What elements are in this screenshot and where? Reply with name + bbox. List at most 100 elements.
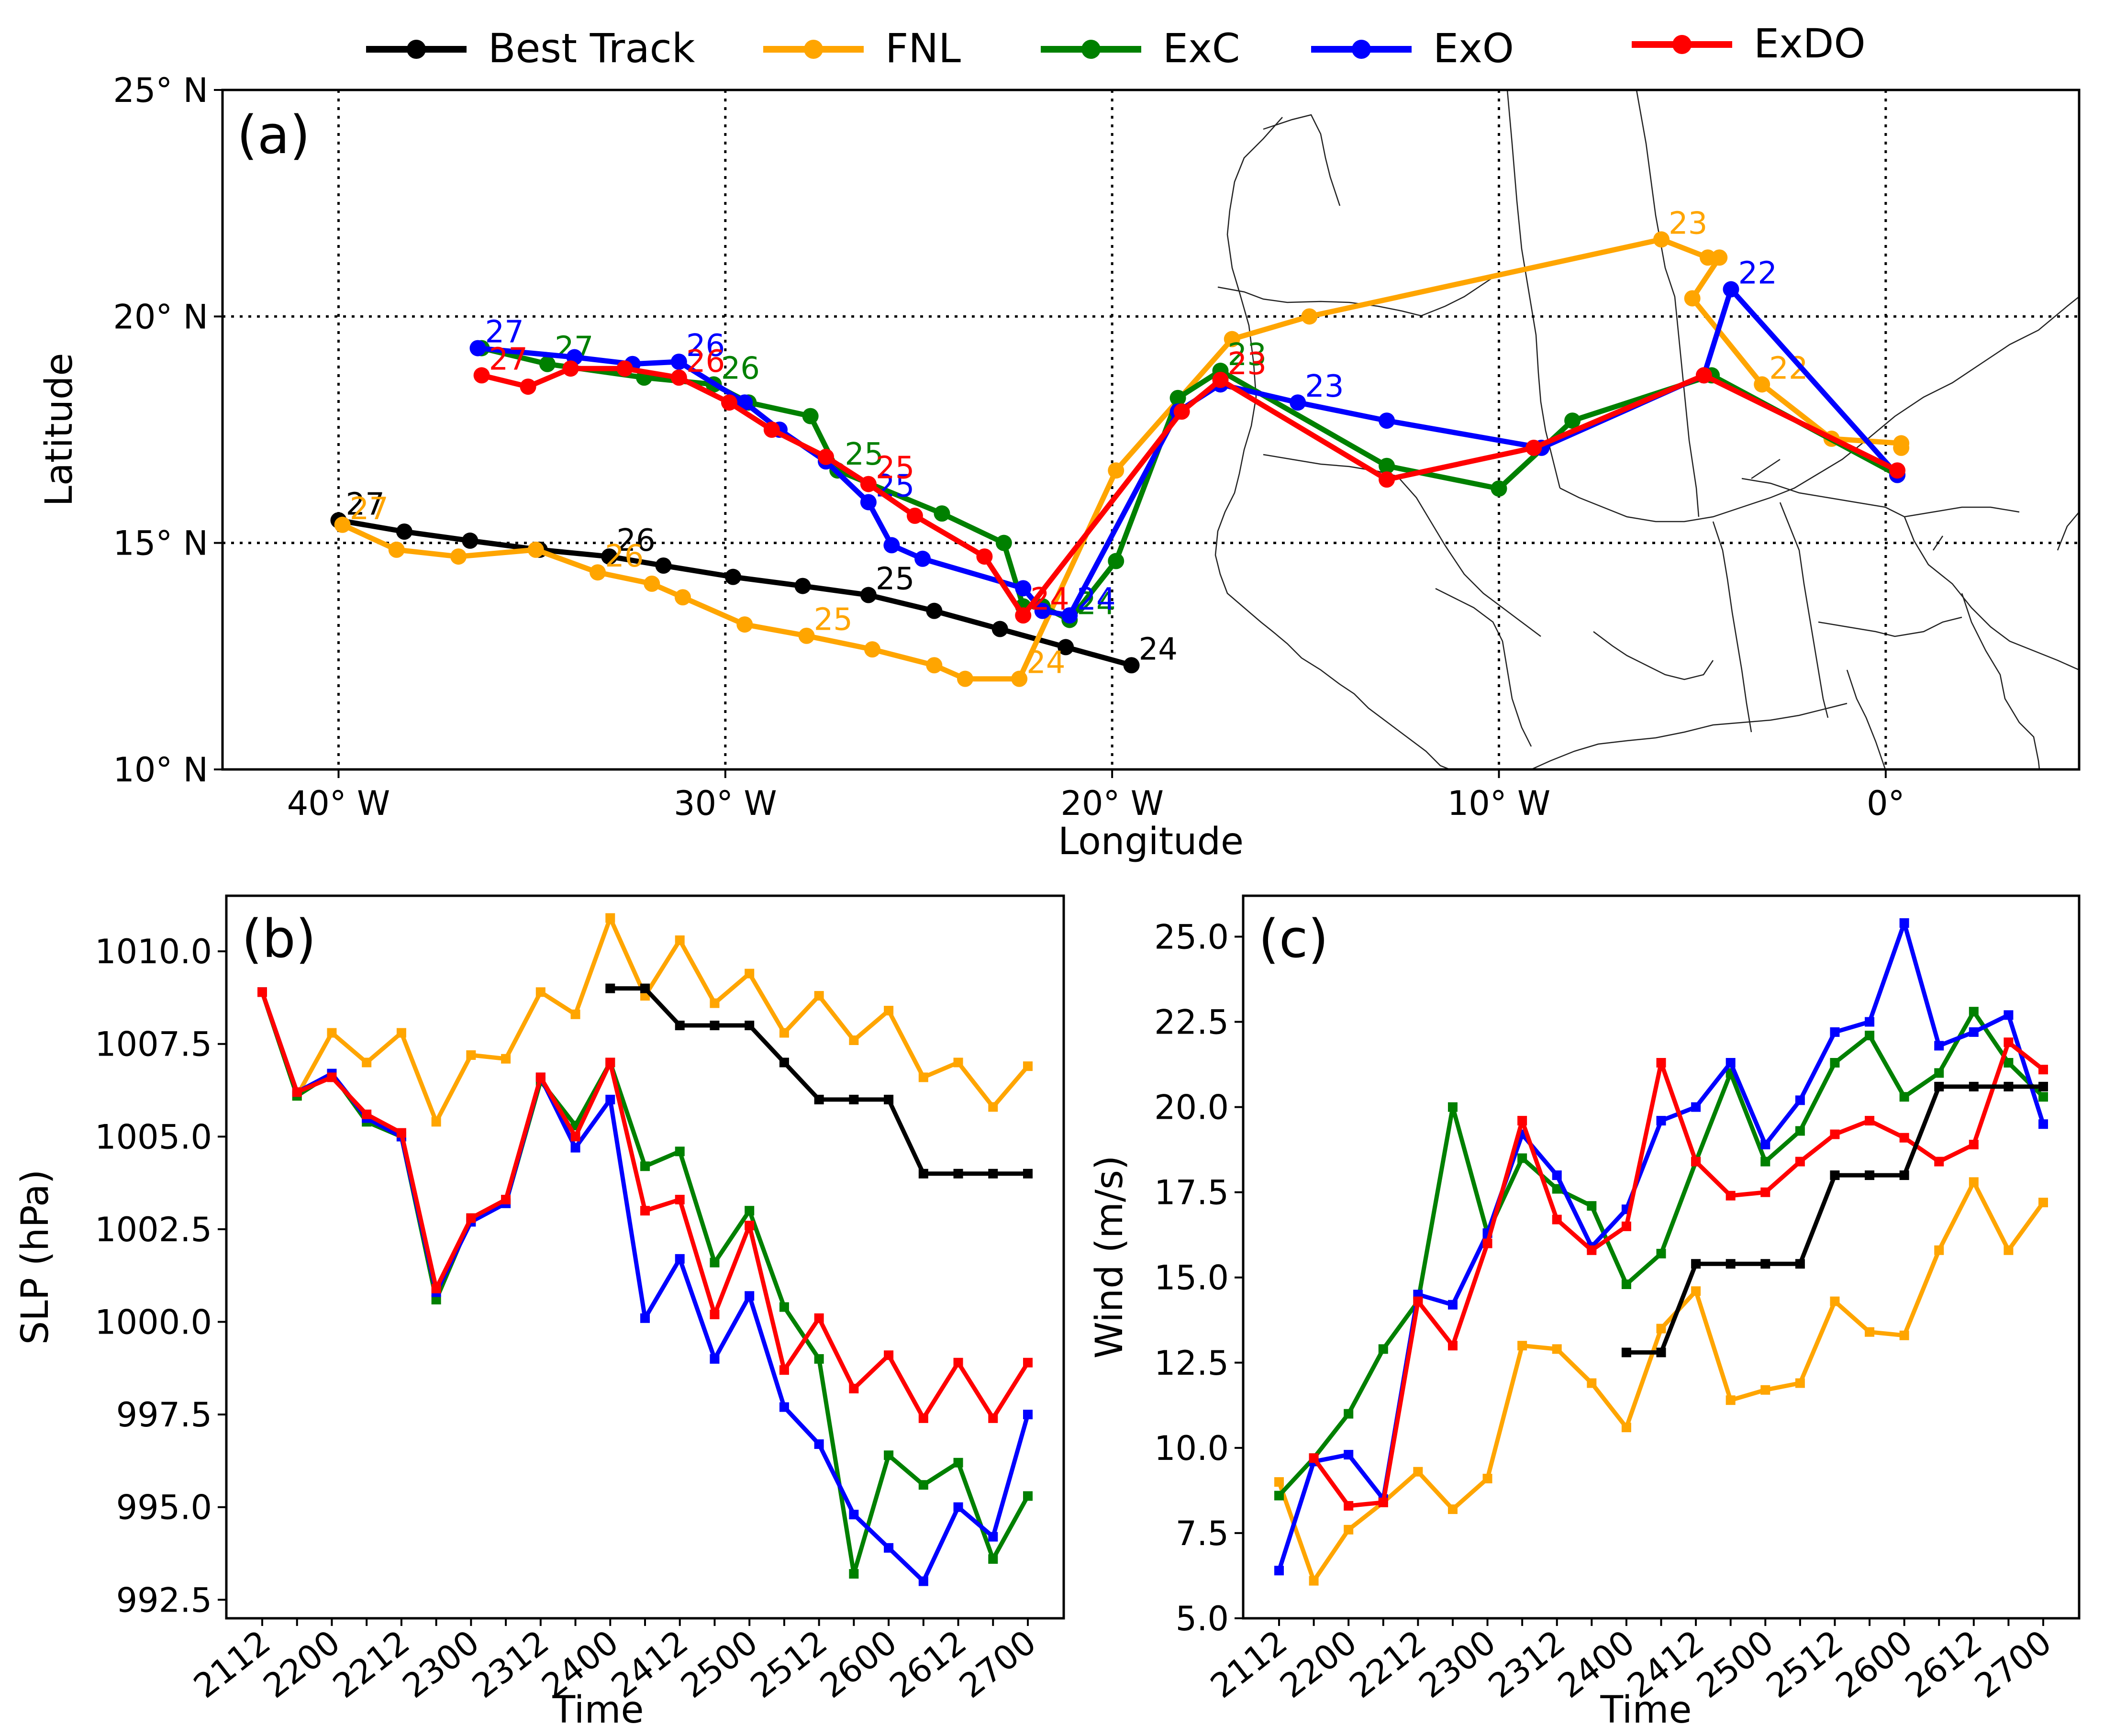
series-point: [1552, 1170, 1562, 1180]
series-point: [2038, 1065, 2048, 1075]
y-tick-label: 1007.5: [95, 1025, 212, 1064]
track-point: [860, 587, 877, 603]
legend-marker: [1672, 35, 1692, 54]
series-point: [1274, 1566, 1284, 1576]
series-point: [466, 1213, 476, 1223]
series-point: [1899, 1170, 1909, 1180]
day-label: 25: [876, 451, 914, 486]
track-point: [1058, 639, 1074, 656]
y-tick-label: 10.0: [1154, 1429, 1229, 1468]
series-point: [1830, 1129, 1840, 1139]
y-tick-label: 15.0: [1154, 1258, 1229, 1298]
track-point: [1379, 412, 1395, 429]
series-point: [953, 1168, 963, 1179]
series-point: [431, 1283, 441, 1293]
track-point: [736, 616, 753, 633]
series-point: [292, 1087, 302, 1097]
track-point: [798, 627, 815, 644]
map-gridlines: [223, 90, 2079, 769]
series-point: [1865, 1116, 1875, 1126]
series-point: [1934, 1081, 1944, 1091]
series-point: [779, 1057, 789, 1068]
legend-entry-exc: ExC: [1041, 25, 1240, 72]
series-point: [1552, 1184, 1562, 1194]
series-point: [2038, 1198, 2048, 1208]
border: [1779, 502, 1829, 718]
series-point: [710, 1257, 720, 1268]
series-point: [710, 998, 720, 1008]
series-point: [953, 1358, 963, 1368]
wind-y-axis-title: Wind (m/s): [1088, 1156, 1131, 1359]
track-point: [860, 476, 877, 492]
series-point: [814, 991, 824, 1001]
series-point: [1865, 1170, 1875, 1180]
series-point: [570, 1132, 580, 1142]
track-point: [1525, 439, 1542, 456]
track-point: [462, 532, 479, 549]
series-point: [1726, 1058, 1736, 1068]
y-tick-label: 22.5: [1154, 1003, 1229, 1042]
legend-label: ExDO: [1754, 20, 1866, 67]
series-point: [396, 1128, 406, 1138]
track-point: [655, 557, 672, 574]
track-point: [670, 369, 687, 386]
series-point: [1656, 1324, 1666, 1334]
series-point: [1023, 1061, 1033, 1071]
y-tick-label: 10° N: [113, 750, 208, 790]
series-best-track: [605, 983, 1033, 1179]
track-point: [616, 360, 633, 377]
track-point: [539, 356, 556, 372]
border: [1818, 616, 1962, 637]
map-x-axis-title: Longitude: [1058, 820, 1244, 863]
day-label: 23: [1305, 369, 1344, 404]
day-label: 24: [1026, 645, 1065, 681]
series-point: [988, 1413, 998, 1423]
series-point: [849, 1094, 859, 1104]
series-point: [1447, 1300, 1458, 1310]
series-point: [1969, 1139, 1979, 1149]
legend-entry-best-track: Best Track: [366, 25, 695, 72]
track-point: [926, 602, 943, 619]
y-tick-label: 1010.0: [95, 932, 212, 971]
series-point: [1760, 1259, 1770, 1269]
series-point: [1517, 1116, 1527, 1126]
map-y-axis-title: Latitude: [38, 353, 81, 506]
series-point: [1378, 1344, 1388, 1354]
series-point: [1656, 1248, 1666, 1258]
track-point: [860, 494, 877, 511]
series-exdo: [257, 987, 1033, 1423]
legend-label: FNL: [885, 25, 961, 72]
series-point: [2004, 1037, 2014, 1047]
series-point: [1482, 1238, 1492, 1248]
series-point: [849, 1383, 859, 1393]
series-point: [953, 1057, 963, 1068]
track-point: [670, 354, 687, 370]
series-point: [640, 1313, 650, 1323]
series-point: [605, 913, 615, 923]
series-point: [988, 1554, 998, 1564]
series-point: [1795, 1157, 1805, 1167]
series-point: [1934, 1157, 1944, 1167]
legend-marker: [804, 40, 823, 59]
series-point: [1726, 1259, 1736, 1269]
track-point: [926, 657, 943, 674]
series-point: [257, 987, 267, 997]
series-point: [1274, 1477, 1284, 1487]
track-point: [1723, 281, 1739, 298]
series-point: [1447, 1341, 1458, 1351]
series-point: [1760, 1385, 1770, 1395]
series-point: [466, 1050, 476, 1060]
series-point: [2038, 1081, 2048, 1091]
series-point: [2004, 1058, 2014, 1068]
series-point: [1447, 1102, 1458, 1112]
track-point: [1684, 290, 1701, 307]
legend-entry-exdo: ExDO: [1632, 20, 1866, 67]
border: [1741, 478, 2020, 518]
track-point: [473, 367, 490, 384]
series-point: [953, 1458, 963, 1468]
series-point: [884, 1094, 894, 1104]
series-point: [745, 1021, 755, 1031]
series-point: [501, 1054, 511, 1064]
legend-marker: [407, 40, 426, 59]
